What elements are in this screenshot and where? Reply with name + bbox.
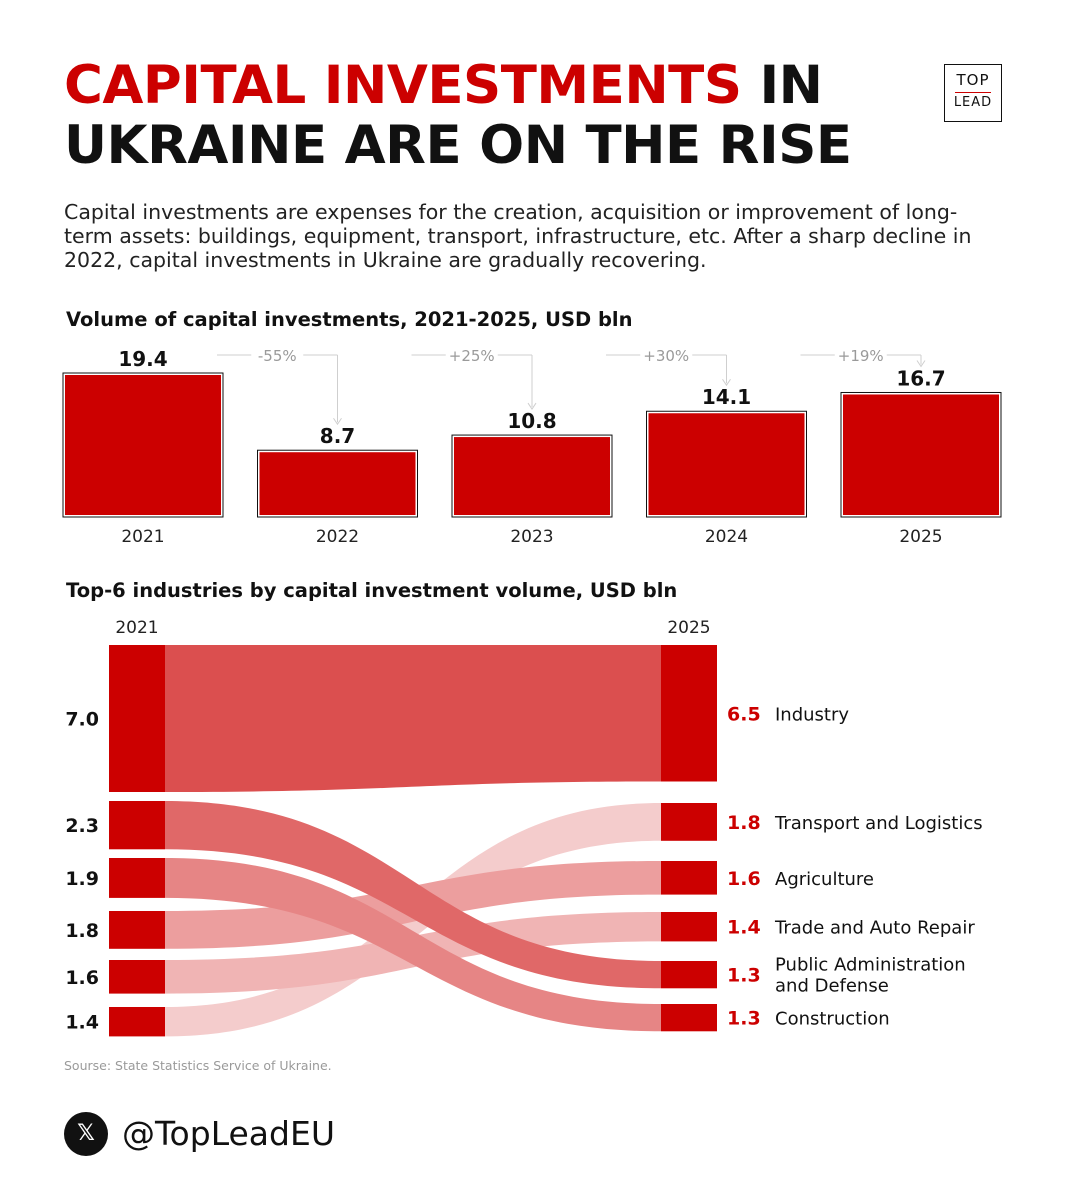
change-arrow — [527, 402, 537, 410]
right-node — [661, 803, 717, 841]
bar-category-label: 2024 — [705, 527, 748, 547]
change-label-bg — [445, 345, 498, 365]
bar-chart: 19.4 2021 8.7 2022 10.8 2023 14.1 2024 16.7 2025 -… — [62, 345, 1002, 547]
right-node — [661, 1004, 717, 1032]
right-value-label: 1.8 — [727, 812, 761, 834]
bar-2024 — [648, 413, 805, 515]
flow-link — [165, 645, 661, 792]
title-rest: IN — [741, 55, 823, 116]
bar-2021 — [65, 375, 221, 515]
bar-category-label: 2021 — [121, 527, 164, 547]
right-node — [661, 961, 717, 989]
intro-text: Capital investments are expenses for the… — [64, 200, 972, 272]
left-node — [109, 911, 165, 949]
bar-category-label: 2022 — [316, 527, 359, 547]
change-label-bg — [251, 345, 304, 365]
flow-link — [165, 858, 661, 1032]
left-year-label: 2021 — [115, 618, 158, 638]
source-note: Sourse: State Statistics Service of Ukra… — [64, 1058, 332, 1073]
page-title: CAPITAL INVESTMENTS IN UKRAINE ARE ON TH… — [64, 56, 934, 176]
change-label: +30% — [643, 347, 689, 365]
right-node — [661, 861, 717, 895]
left-value-label: 7.0 — [65, 709, 99, 731]
logo-divider — [955, 92, 991, 93]
left-value-label: 1.9 — [65, 868, 99, 890]
bar-value-label: 14.1 — [702, 385, 751, 409]
bar-chart-title: Volume of capital investments, 2021-2025… — [66, 308, 633, 331]
left-node — [109, 801, 165, 850]
right-value-label: 1.3 — [727, 1008, 761, 1030]
left-value-label: 2.3 — [65, 815, 99, 837]
right-node — [661, 912, 717, 942]
sankey-chart: 7.0 2.3 1.9 1.8 1.6 1.4 6.5 Industry 1.8 Transpor… — [65, 618, 983, 1037]
bar-value-label: 19.4 — [118, 347, 167, 371]
bar-value-label: 10.8 — [507, 409, 556, 433]
title-highlight: CAPITAL INVESTMENTS — [64, 55, 742, 116]
left-node — [109, 1007, 165, 1037]
bar-category-label: 2023 — [510, 527, 553, 547]
bar-2022 — [259, 452, 416, 515]
right-value-label: 1.4 — [727, 917, 761, 939]
logo-line1: TOP — [956, 71, 990, 89]
bar-value-label: 8.7 — [320, 424, 355, 448]
change-arrow — [916, 360, 926, 368]
bar-value-label: 16.7 — [896, 366, 945, 390]
x-icon[interactable]: 𝕏 — [64, 1112, 108, 1156]
left-node — [109, 960, 165, 994]
industry-label: Agriculture — [775, 869, 874, 890]
left-node — [109, 858, 165, 898]
right-value-label: 6.5 — [727, 703, 761, 725]
change-label-bg — [834, 345, 887, 365]
change-label-bg — [640, 345, 693, 365]
industry-label: Public Administration — [775, 955, 966, 976]
industry-label: Industry — [775, 704, 849, 725]
industry-label-cont: and Defense — [775, 976, 889, 997]
industry-label: Construction — [775, 1009, 890, 1030]
sankey-chart-title: Top-6 industries by capital investment v… — [66, 579, 678, 602]
social-handle[interactable]: @TopLeadEU — [122, 1114, 335, 1153]
left-node — [109, 645, 165, 792]
change-label: +25% — [449, 347, 495, 365]
right-node — [661, 645, 717, 782]
flow-link — [165, 801, 661, 989]
change-label: -55% — [258, 347, 297, 365]
title-line2: UKRAINE ARE ON THE RISE — [64, 115, 852, 176]
industry-label: Transport and Logistics — [774, 813, 983, 834]
left-value-label: 1.6 — [65, 967, 99, 989]
right-year-label: 2025 — [667, 618, 710, 638]
right-value-label: 1.6 — [727, 868, 761, 890]
logo-line2: LEAD — [953, 95, 993, 110]
bar-2025 — [843, 394, 999, 515]
change-arrow — [722, 378, 731, 387]
bar-2023 — [454, 437, 610, 515]
bar-category-label: 2025 — [899, 527, 942, 547]
toplead-logo: TOP LEAD — [944, 64, 1002, 122]
industry-label: Trade and Auto Repair — [774, 918, 975, 939]
change-arrow — [333, 417, 342, 426]
left-value-label: 1.8 — [65, 920, 99, 942]
right-value-label: 1.3 — [727, 965, 761, 987]
change-label: +19% — [838, 347, 884, 365]
left-value-label: 1.4 — [65, 1012, 99, 1034]
